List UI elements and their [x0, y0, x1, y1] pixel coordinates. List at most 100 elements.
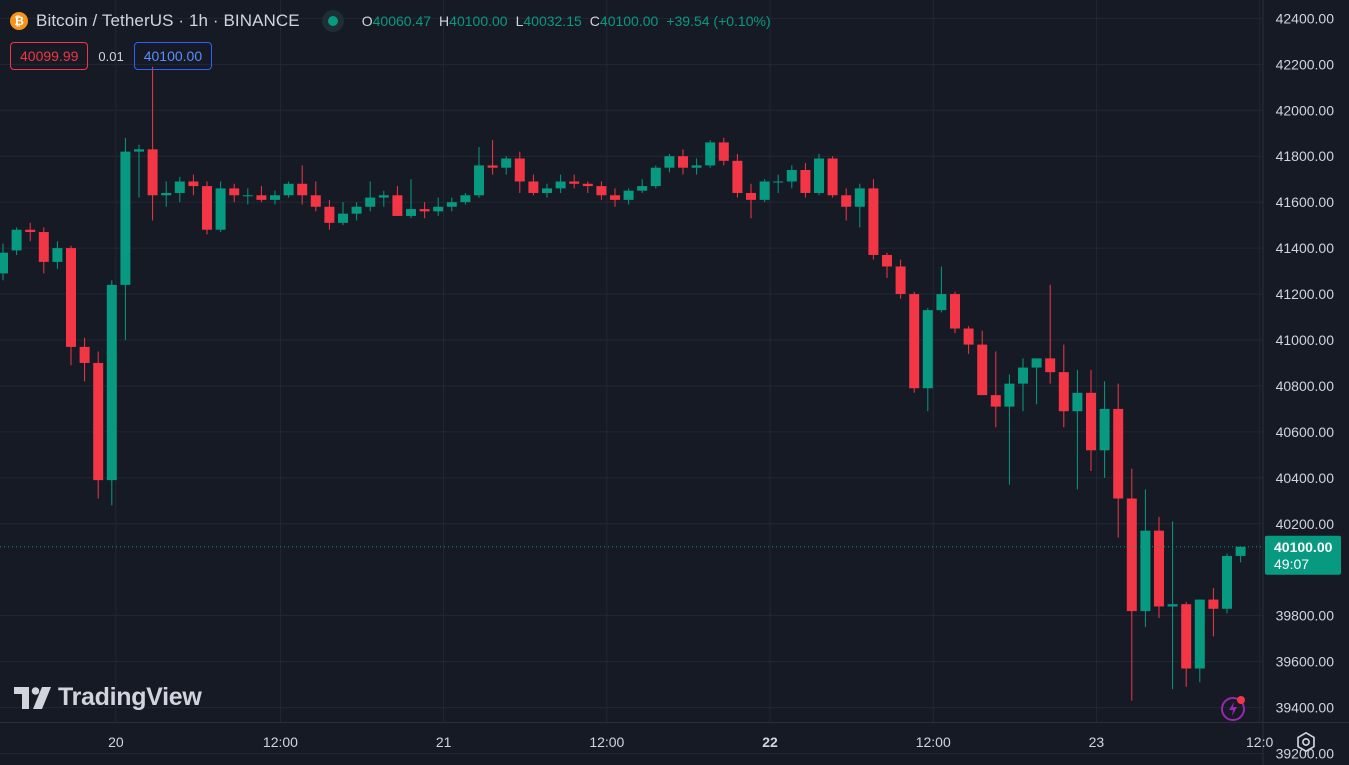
candle	[310, 181, 321, 212]
candle-body	[256, 195, 267, 200]
buy-button[interactable]: 40100.00	[133, 42, 213, 70]
candle-body	[120, 151, 131, 285]
candle	[351, 202, 362, 221]
low-label: L	[515, 13, 524, 29]
price-tag: 40100.00 49:07	[1265, 535, 1341, 575]
open-value: 40060.47	[372, 13, 432, 29]
candle-body	[487, 165, 498, 168]
y-tick-label: 42000.00	[1276, 102, 1335, 118]
candle-body	[1126, 498, 1137, 612]
candle-body	[297, 183, 308, 196]
candle	[977, 330, 988, 396]
candle	[827, 156, 838, 198]
symbol-title[interactable]: Bitcoin / TetherUS · 1h · BINANCE	[36, 11, 300, 30]
candle-body	[419, 209, 430, 212]
candle	[52, 241, 63, 269]
candle	[882, 252, 892, 278]
candle-body	[365, 197, 376, 207]
candle-body	[11, 229, 22, 251]
candle	[854, 183, 865, 228]
candle-body	[705, 142, 716, 166]
candle	[623, 188, 634, 205]
candle	[283, 181, 294, 198]
candle	[460, 192, 471, 205]
candle-body	[1058, 372, 1069, 412]
candle-body	[161, 192, 172, 196]
candle-body	[1072, 392, 1083, 412]
candle-body	[310, 195, 321, 207]
candle	[528, 174, 539, 196]
candle-body	[542, 188, 552, 193]
candle-body	[460, 195, 471, 203]
status-dot-icon[interactable]	[321, 10, 344, 32]
candle	[569, 174, 580, 189]
settings-icon[interactable]	[1295, 731, 1317, 753]
y-tick-label: 39800.00	[1276, 608, 1335, 624]
low-value: 40032.15	[523, 13, 582, 29]
candle	[1018, 358, 1028, 412]
candle-body	[1140, 530, 1151, 612]
candle-body	[501, 158, 512, 168]
candle	[909, 291, 920, 393]
open-label: O	[361, 13, 373, 29]
candle-body	[1235, 546, 1246, 556]
time-axis[interactable]: 20 12:00 21 12:00 22 12:00 23 12:0	[108, 734, 1273, 750]
candle	[215, 181, 226, 233]
candle	[746, 183, 756, 219]
candle	[868, 179, 879, 260]
candle-body	[718, 142, 729, 161]
candle	[147, 66, 158, 221]
alert-icon[interactable]	[1220, 694, 1248, 722]
y-tick-label: 40600.00	[1276, 424, 1335, 440]
candle-body	[25, 229, 36, 233]
candle	[392, 186, 403, 216]
ohlc-legend: O40060.47 H40100.00 L40032.15 C40100.00 …	[362, 13, 771, 29]
candle	[229, 183, 240, 203]
tradingview-logo[interactable]: TradingView	[14, 683, 202, 712]
candle	[1004, 374, 1015, 485]
candle	[1194, 599, 1205, 683]
candle	[324, 199, 335, 230]
candle-body	[895, 266, 906, 295]
candle	[134, 144, 144, 198]
spread-value: 0.01	[98, 48, 124, 64]
sell-button[interactable]: 40099.99	[10, 42, 89, 70]
candle-body	[950, 294, 960, 329]
candle-body	[66, 248, 76, 347]
candle-body	[963, 328, 974, 345]
tradingview-logo-text: TradingView	[58, 683, 202, 711]
y-tick-label: 41600.00	[1276, 194, 1335, 210]
candle-body	[406, 209, 416, 216]
candle-body	[229, 188, 240, 196]
candle-body	[732, 160, 743, 193]
candle	[582, 181, 593, 193]
y-tick-label: 42200.00	[1276, 56, 1335, 72]
candle-body	[746, 192, 756, 200]
trade-buttons: 40099.99 0.01 40100.00	[10, 42, 213, 70]
candle	[1045, 284, 1056, 384]
candle	[1181, 601, 1192, 687]
candle-body	[134, 149, 144, 152]
candle-body	[242, 195, 253, 197]
change-value: +39.54 (+0.10%)	[666, 13, 771, 29]
candle	[596, 181, 607, 200]
x-tick-label: 22	[762, 734, 778, 750]
candle	[1222, 553, 1232, 614]
candle	[895, 259, 906, 299]
candle	[718, 137, 729, 166]
candle-body	[773, 181, 784, 183]
candle-body	[433, 206, 444, 212]
y-tick-label: 42400.00	[1276, 10, 1335, 26]
candle	[1072, 369, 1083, 490]
x-tick-label: 21	[436, 734, 452, 750]
price-axis[interactable]: 42400.00 42200.00 42000.00 41800.00 41600.00…	[1276, 10, 1335, 761]
candle	[79, 337, 90, 382]
candle	[433, 197, 444, 216]
candle-body	[664, 156, 675, 168]
candle-body	[610, 195, 620, 200]
candle	[1086, 369, 1096, 471]
candle	[419, 202, 430, 219]
x-tick-label: 20	[108, 734, 124, 750]
close-label: C	[589, 13, 600, 29]
